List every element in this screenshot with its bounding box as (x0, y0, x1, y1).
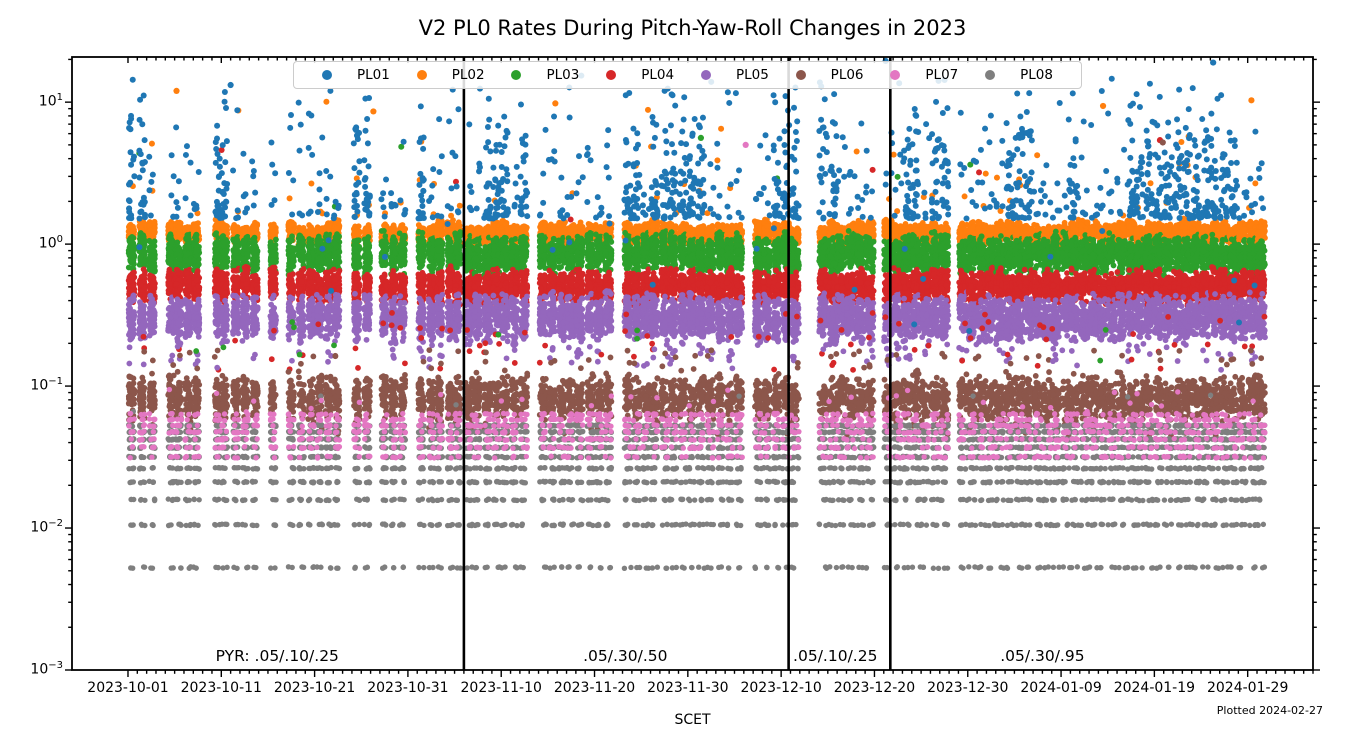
legend-marker-icon (890, 70, 901, 80)
pyr-annotation: .05/.30/.50 (583, 647, 668, 665)
x-tick-label: 2024-01-29 (1206, 680, 1289, 696)
legend-item-PL04: PL04 (606, 67, 674, 83)
x-axis-title: SCET (674, 712, 711, 728)
x-tick-label: 2023-12-10 (740, 680, 822, 696)
pyr-annotation: .05/.10/.25 (793, 647, 878, 665)
x-tick-label: 2023-11-10 (460, 680, 542, 696)
legend-item-PL08: PL08 (985, 67, 1053, 83)
legend-item-PL05: PL05 (700, 67, 769, 83)
x-tick-label: 2023-12-30 (927, 680, 1009, 696)
legend-label: PL03 (546, 67, 580, 83)
legend-item-PL01: PL01 (322, 67, 390, 83)
legend-marker-icon (700, 70, 711, 80)
legend-label: PL06 (830, 67, 864, 83)
x-tick-label: 2023-11-20 (553, 680, 636, 696)
legend-label: PL02 (451, 67, 485, 83)
y-tick-label: 100 (38, 234, 63, 252)
legend-item-PL06: PL06 (795, 67, 864, 83)
x-tick-label: 2023-11-30 (647, 680, 729, 696)
y-tick-label: 10−3 (30, 660, 63, 678)
legend-marker-icon (795, 70, 806, 80)
legend-marker-icon (511, 70, 522, 80)
legend-item-PL02: PL02 (416, 67, 485, 83)
legend-label: PL05 (735, 67, 769, 83)
plotted-date-note: Plotted 2024-02-27 (1216, 704, 1323, 717)
x-tick-label: 2024-01-19 (1113, 680, 1196, 696)
legend-marker-icon (416, 70, 427, 80)
y-tick-label: 10−2 (30, 518, 63, 536)
legend-label: PL07 (925, 67, 959, 83)
pyr-annotation: .05/.30/.95 (1000, 647, 1085, 665)
legend-item-PL03: PL03 (511, 67, 579, 83)
legend-marker-icon (606, 70, 617, 80)
legend-marker-icon (322, 70, 332, 80)
pyr-annotation: PYR: .05/.10/.25 (215, 647, 339, 665)
legend-label: PL01 (357, 67, 390, 83)
legend-label: PL08 (1020, 67, 1053, 83)
x-tick-label: 2024-01-09 (1020, 680, 1102, 696)
legend-marker-icon (985, 70, 996, 80)
x-tick-label: 2023-12-20 (833, 680, 916, 696)
y-tick-label: 101 (38, 92, 63, 110)
x-tick-label: 2023-10-01 (87, 680, 169, 696)
y-tick-label: 10−1 (30, 376, 63, 394)
x-tick-label: 2023-10-31 (367, 680, 449, 696)
x-tick-label: 2023-10-21 (273, 680, 356, 696)
legend: PL01 PL02 PL03 PL04 PL05 PL06 PL07 PL08 (293, 61, 1082, 89)
x-tick-label: 2023-10-11 (180, 680, 262, 696)
legend-label: PL04 (641, 67, 675, 83)
chart-title: V2 PL0 Rates During Pitch-Yaw-Roll Chang… (418, 16, 967, 40)
legend-item-PL07: PL07 (890, 67, 958, 83)
